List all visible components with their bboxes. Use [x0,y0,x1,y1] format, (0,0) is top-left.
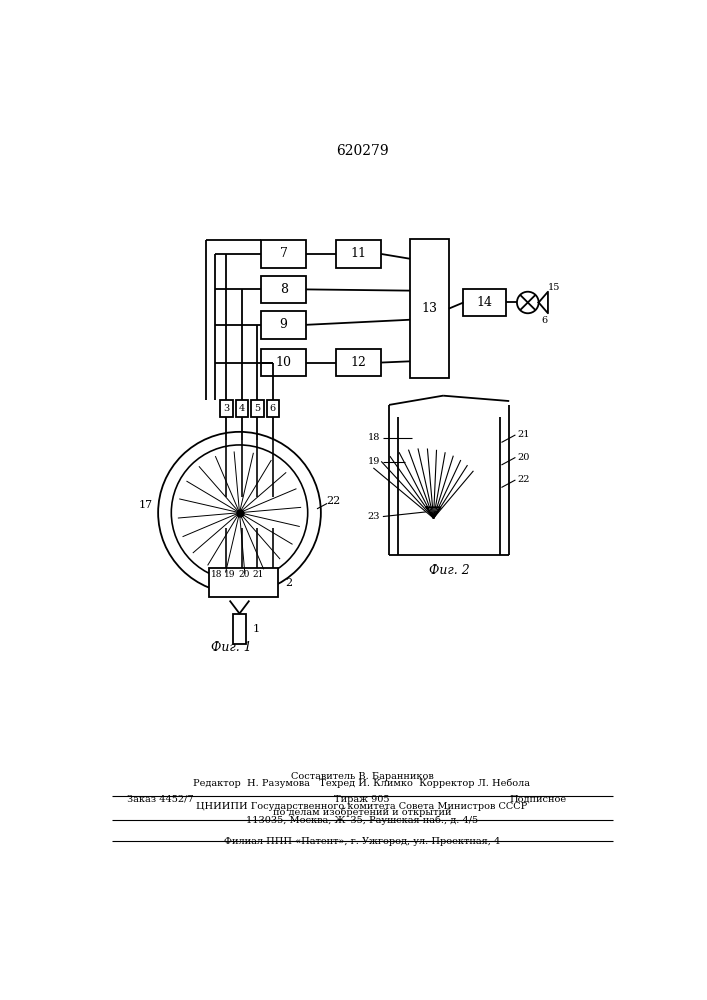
Text: 18: 18 [211,570,222,579]
Text: 7: 7 [280,247,288,260]
Text: ЦНИИПИ Государственного комитета Совета Министров СССР: ЦНИИПИ Государственного комитета Совета … [197,802,527,811]
Text: 23: 23 [368,512,380,521]
Text: Заказ 4452/7: Заказ 4452/7 [127,795,194,804]
Text: Фиг. 1: Фиг. 1 [211,641,252,654]
Bar [337,349,381,376]
Bar [233,614,246,644]
Text: 18: 18 [368,433,380,442]
Bar [220,400,233,417]
Bar [267,400,279,417]
Bar [261,311,306,339]
Text: 113035, Москва, Ж–35, Раушская наб., д. 4/5: 113035, Москва, Ж–35, Раушская наб., д. … [246,816,478,825]
Bar [261,240,306,268]
Text: 22: 22 [326,496,340,506]
Text: 11: 11 [351,247,367,260]
Text: Составитель В. Баранников: Составитель В. Баранников [291,772,433,781]
Text: 20: 20 [517,453,530,462]
Text: Подписное: Подписное [509,795,566,804]
Text: Филиал ППП «Патент», г. Ужгород, ул. Проектная, 4: Филиал ППП «Патент», г. Ужгород, ул. Про… [224,837,500,846]
Text: 21: 21 [252,570,264,579]
Text: 5: 5 [255,404,260,413]
Circle shape [158,432,321,594]
Bar [261,349,306,376]
Bar [209,568,279,597]
Text: 6: 6 [270,404,276,413]
Text: 1: 1 [253,624,260,634]
Text: 15: 15 [548,283,561,292]
Circle shape [517,292,539,313]
Text: по делам изобретений и открытий: по делам изобретений и открытий [273,807,451,817]
Text: 12: 12 [351,356,367,369]
Text: Редактор  Н. Разумова   Техред И. Климко  Корректор Л. Небола: Редактор Н. Разумова Техред И. Климко Ко… [194,779,530,788]
Text: Тираж 905: Тираж 905 [334,795,390,804]
Text: 9: 9 [280,318,288,331]
Bar [251,400,264,417]
Text: 13: 13 [421,302,438,315]
Text: 17: 17 [139,500,153,510]
Bar [410,239,449,378]
Text: 620279: 620279 [336,144,388,158]
Bar [337,240,381,268]
Text: 2: 2 [286,578,293,588]
Text: Фиг. 2: Фиг. 2 [428,564,469,577]
Text: 3: 3 [223,404,230,413]
Text: 6: 6 [542,316,548,325]
Bar [261,276,306,303]
Bar [464,289,506,316]
Text: 19: 19 [224,570,236,579]
Bar [235,400,248,417]
Text: 20: 20 [238,570,250,579]
Text: 8: 8 [280,283,288,296]
Text: 4: 4 [239,404,245,413]
Text: 10: 10 [276,356,292,369]
Text: 21: 21 [517,430,530,439]
Text: 19: 19 [368,457,380,466]
Text: 22: 22 [517,475,530,484]
Text: 14: 14 [477,296,493,309]
